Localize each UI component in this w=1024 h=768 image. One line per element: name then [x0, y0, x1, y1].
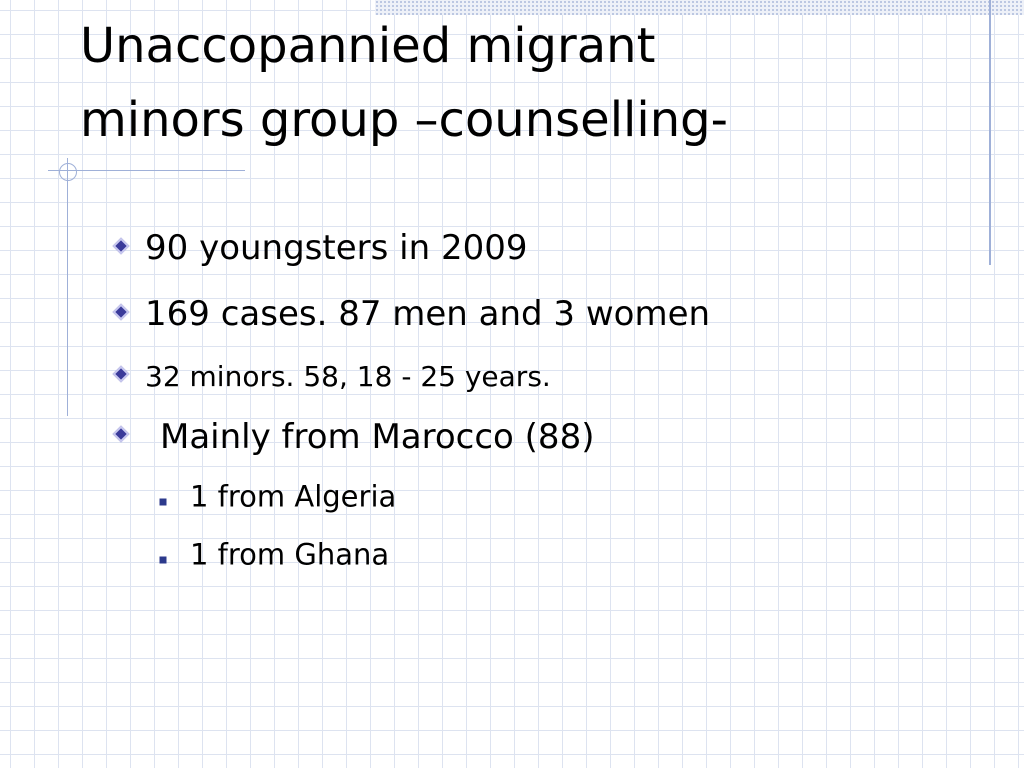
bullet-text: 32 minors. 58, 18 - 25 years. [145, 360, 551, 393]
bullet-text: 169 cases. 87 men and 3 women [145, 294, 711, 334]
sub-bullet-icon [159, 498, 167, 506]
sub-bullet-text: 1 from Ghana [190, 537, 390, 572]
bullet-icon [112, 425, 130, 443]
sub-bullet-icon [159, 556, 167, 564]
sub-bullet-text: 1 from Algeria [190, 479, 397, 514]
decor-band [375, 0, 1024, 15]
decor-line [48, 170, 245, 171]
bullet-icon [112, 365, 130, 383]
title-line: minors group –counselling- [80, 92, 728, 148]
decor-circle [59, 163, 77, 181]
bullet-text: 90 youngsters in 2009 [145, 228, 528, 268]
decor-line [67, 158, 68, 416]
decor-line [989, 0, 991, 265]
bullet-icon [112, 237, 130, 255]
bullet-icon [112, 303, 130, 321]
title-line: Unaccopannied migrant [80, 18, 656, 74]
bullet-text: Mainly from Marocco (88) [160, 417, 595, 457]
